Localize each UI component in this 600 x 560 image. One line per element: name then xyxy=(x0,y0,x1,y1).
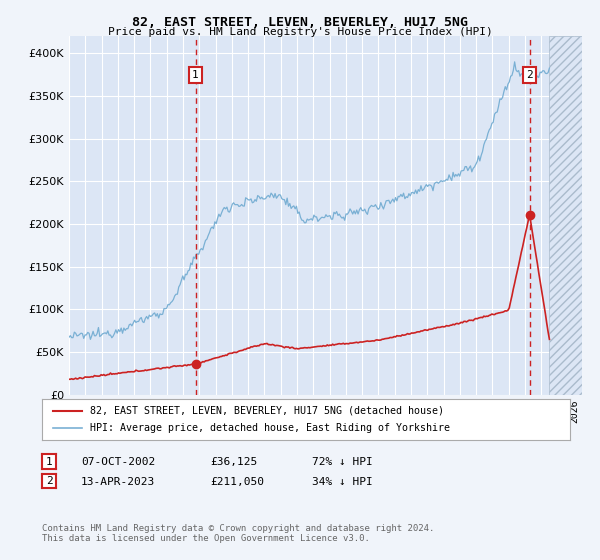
Text: 82, EAST STREET, LEVEN, BEVERLEY, HU17 5NG: 82, EAST STREET, LEVEN, BEVERLEY, HU17 5… xyxy=(132,16,468,29)
Text: £36,125: £36,125 xyxy=(210,457,257,467)
Text: 82, EAST STREET, LEVEN, BEVERLEY, HU17 5NG (detached house): 82, EAST STREET, LEVEN, BEVERLEY, HU17 5… xyxy=(89,405,443,416)
Text: 07-OCT-2002: 07-OCT-2002 xyxy=(81,457,155,467)
Text: HPI: Average price, detached house, East Riding of Yorkshire: HPI: Average price, detached house, East… xyxy=(89,423,449,433)
Text: 34% ↓ HPI: 34% ↓ HPI xyxy=(312,477,373,487)
Text: Contains HM Land Registry data © Crown copyright and database right 2024.: Contains HM Land Registry data © Crown c… xyxy=(42,524,434,533)
Text: 1: 1 xyxy=(46,456,53,466)
Text: £211,050: £211,050 xyxy=(210,477,264,487)
Bar xyxy=(550,36,582,395)
Text: 2: 2 xyxy=(526,70,533,80)
Text: This data is licensed under the Open Government Licence v3.0.: This data is licensed under the Open Gov… xyxy=(42,534,370,543)
Text: 72% ↓ HPI: 72% ↓ HPI xyxy=(312,457,373,467)
Text: Price paid vs. HM Land Registry's House Price Index (HPI): Price paid vs. HM Land Registry's House … xyxy=(107,27,493,37)
Text: 2: 2 xyxy=(46,476,53,486)
Text: 13-APR-2023: 13-APR-2023 xyxy=(81,477,155,487)
Text: 1: 1 xyxy=(192,70,199,80)
